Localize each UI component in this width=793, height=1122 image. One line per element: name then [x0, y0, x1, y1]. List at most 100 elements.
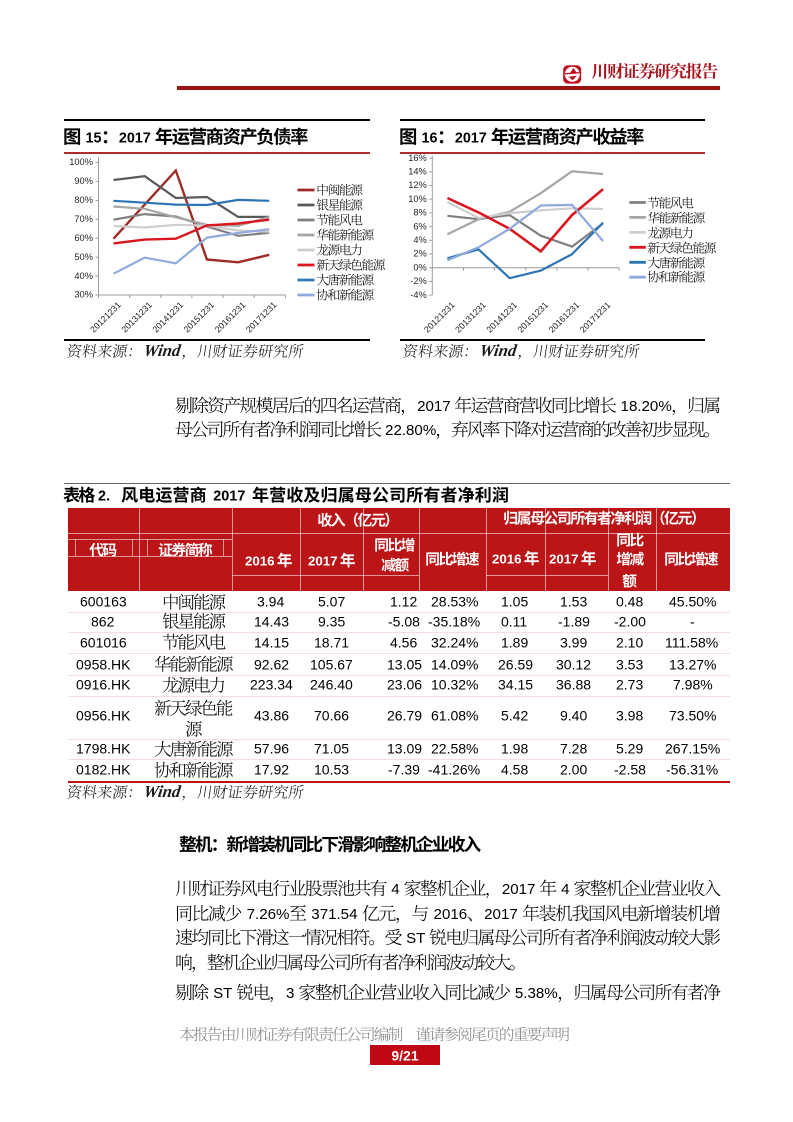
svg-text:2016: 2016 [434, 905, 468, 922]
svg-text:10.53: 10.53 [314, 761, 349, 777]
svg-text:13.27%: 13.27% [669, 656, 716, 672]
svg-text:80%: 80% [74, 195, 93, 205]
svg-text:1.53: 1.53 [560, 593, 587, 609]
svg-text:20151231: 20151231 [181, 300, 216, 335]
svg-text:20141231: 20141231 [484, 300, 519, 335]
svg-text:2017: 2017 [502, 881, 536, 898]
svg-text:4: 4 [561, 881, 569, 898]
svg-text:1.98: 1.98 [501, 740, 528, 756]
svg-text:0916.HK: 0916.HK [76, 676, 131, 692]
svg-text:20141231: 20141231 [150, 300, 185, 335]
svg-text:0%: 0% [413, 262, 426, 272]
svg-text:6%: 6% [413, 221, 426, 231]
svg-text:246.40: 246.40 [310, 676, 353, 692]
svg-text:2017: 2017 [308, 553, 338, 568]
svg-text:9/21: 9/21 [391, 1047, 418, 1063]
svg-text:Wind: Wind [142, 782, 182, 801]
svg-text:Wind: Wind [478, 340, 518, 359]
svg-text:223.34: 223.34 [250, 676, 293, 692]
svg-text:3.94: 3.94 [257, 593, 284, 609]
svg-text:57.96: 57.96 [254, 740, 289, 756]
svg-text:60%: 60% [74, 233, 93, 243]
svg-text:2016: 2016 [245, 553, 275, 568]
svg-text:2016: 2016 [492, 552, 522, 567]
svg-text:10.32%: 10.32% [431, 676, 478, 692]
svg-text:862: 862 [91, 613, 115, 629]
svg-text:18.20%: 18.20% [621, 397, 672, 414]
svg-text:0182.HK: 0182.HK [76, 761, 131, 777]
svg-text:20161231: 20161231 [212, 300, 247, 335]
svg-text:7.98%: 7.98% [673, 676, 713, 692]
svg-text:5.42: 5.42 [501, 708, 528, 724]
svg-text:20131231: 20131231 [119, 300, 154, 335]
svg-text:5.29: 5.29 [616, 740, 643, 756]
svg-text:5.38%: 5.38% [515, 985, 558, 1002]
svg-text:3.53: 3.53 [616, 656, 643, 672]
svg-text:2017: 2017 [417, 397, 451, 414]
svg-text:0958.HK: 0958.HK [76, 656, 131, 672]
svg-text:14.43: 14.43 [254, 613, 289, 629]
svg-text:0.11: 0.11 [501, 613, 527, 629]
svg-text:16%: 16% [408, 153, 427, 163]
svg-text:-1.89: -1.89 [558, 613, 590, 629]
svg-text:13.09: 13.09 [387, 740, 422, 756]
svg-text:70.66: 70.66 [314, 708, 349, 724]
svg-text:12%: 12% [408, 180, 427, 190]
svg-text:22.58%: 22.58% [431, 740, 478, 756]
svg-text:0956.HK: 0956.HK [76, 708, 131, 724]
svg-text:70%: 70% [74, 214, 93, 224]
svg-text:100%: 100% [69, 157, 93, 167]
svg-text:0.48: 0.48 [616, 593, 643, 609]
svg-text:600163: 600163 [80, 593, 127, 609]
svg-text:9.35: 9.35 [318, 613, 345, 629]
svg-text:61.08%: 61.08% [431, 708, 478, 724]
svg-text:9.40: 9.40 [560, 708, 587, 724]
svg-text:10%: 10% [408, 194, 427, 204]
svg-text:2017: 2017 [455, 130, 487, 146]
svg-text:8%: 8% [413, 208, 426, 218]
svg-text:15: 15 [86, 130, 102, 146]
svg-text:4: 4 [391, 881, 399, 898]
svg-text:371.54: 371.54 [311, 905, 357, 922]
svg-text:Wind: Wind [142, 340, 182, 359]
svg-text:36.88: 36.88 [556, 676, 591, 692]
svg-text:23.06: 23.06 [387, 676, 422, 692]
svg-text:2.10: 2.10 [616, 634, 643, 650]
svg-text:32.24%: 32.24% [431, 634, 478, 650]
svg-text:2017: 2017 [119, 130, 151, 146]
svg-text:1.05: 1.05 [501, 593, 528, 609]
svg-text:-35.18%: -35.18% [428, 613, 480, 629]
svg-text:-7.39: -7.39 [388, 761, 420, 777]
svg-text:20151231: 20151231 [515, 300, 550, 335]
svg-text:-2.58: -2.58 [614, 761, 646, 777]
svg-text:3.98: 3.98 [616, 708, 643, 724]
svg-text:7.28: 7.28 [560, 740, 587, 756]
svg-text:90%: 90% [74, 176, 93, 186]
svg-text:111.58%: 111.58% [665, 634, 718, 650]
svg-text:2017: 2017 [549, 552, 579, 567]
svg-text:14.09%: 14.09% [431, 656, 478, 672]
svg-text:601016: 601016 [80, 634, 127, 650]
svg-text:267.15%: 267.15% [665, 740, 720, 756]
svg-text:14%: 14% [408, 167, 427, 177]
svg-text:1.12: 1.12 [390, 593, 417, 609]
svg-text:-56.31%: -56.31% [666, 761, 718, 777]
svg-text:ST: ST [406, 930, 425, 947]
svg-text:2.: 2. [98, 489, 110, 505]
svg-text:2.73: 2.73 [616, 676, 643, 692]
svg-text:17.92: 17.92 [254, 761, 289, 777]
svg-text:22.80%: 22.80% [385, 422, 436, 439]
svg-text:43.86: 43.86 [254, 708, 289, 724]
svg-text:50%: 50% [74, 252, 93, 262]
svg-text:-5.08: -5.08 [388, 613, 420, 629]
svg-text:20161231: 20161231 [546, 300, 581, 335]
svg-text:-: - [690, 613, 695, 629]
svg-text:34.15: 34.15 [498, 676, 533, 692]
svg-text:4%: 4% [413, 235, 426, 245]
svg-text:3: 3 [286, 985, 294, 1002]
svg-text:30.12: 30.12 [556, 656, 591, 672]
svg-text:-2.00: -2.00 [614, 613, 646, 629]
svg-text:20171231: 20171231 [243, 300, 278, 335]
svg-text:4.56: 4.56 [390, 634, 417, 650]
svg-text:2017: 2017 [484, 905, 518, 922]
